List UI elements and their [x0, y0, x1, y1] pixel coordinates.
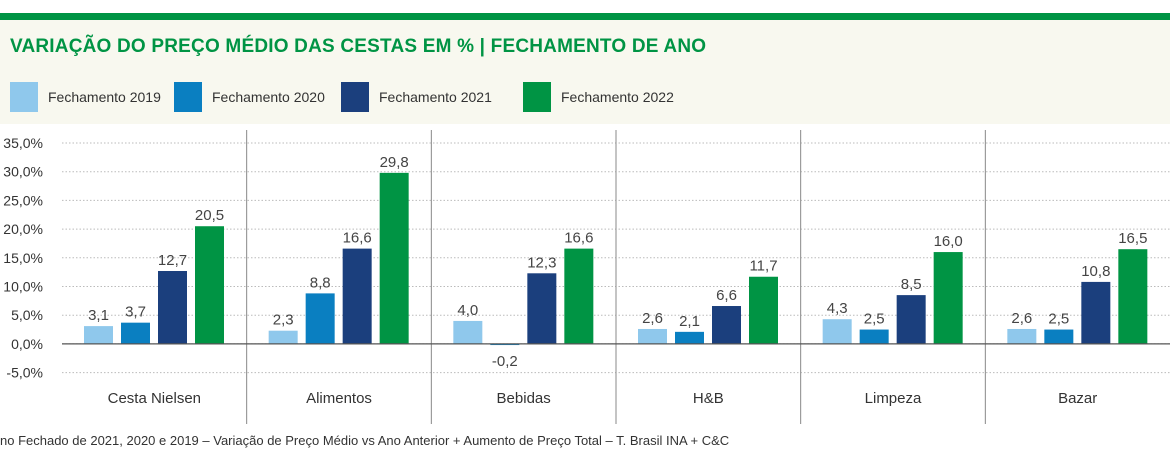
legend-label-2020: Fechamento 2020	[212, 89, 325, 105]
bar	[158, 271, 187, 344]
legend-swatch-2020	[174, 82, 202, 112]
bar	[84, 326, 113, 344]
category-label: Bebidas	[497, 390, 551, 407]
data-label: 10,8	[1081, 263, 1110, 280]
bar	[342, 248, 372, 344]
chart-title: VARIAÇÃO DO PREÇO MÉDIO DAS CESTAS EM % …	[10, 36, 707, 57]
legend-swatch-2019	[10, 82, 38, 112]
data-label: 16,6	[564, 230, 593, 247]
data-label: 2,3	[273, 312, 294, 329]
bar	[859, 329, 889, 344]
bar	[638, 328, 667, 344]
data-label: 20,5	[195, 207, 224, 224]
category-label: Limpeza	[865, 390, 922, 407]
data-label: 11,7	[749, 258, 777, 275]
bar	[564, 248, 594, 344]
data-label: 29,8	[380, 154, 409, 171]
bar	[305, 293, 335, 344]
data-label: 8,5	[901, 276, 922, 293]
bar	[896, 295, 926, 344]
y-tick-label: 25,0%	[3, 192, 43, 208]
y-tick-label: -5,0%	[6, 365, 43, 381]
data-label: 4,0	[457, 302, 478, 319]
data-label: 4,3	[827, 300, 848, 317]
bar	[675, 331, 704, 344]
bar	[453, 320, 483, 344]
title-band	[0, 20, 1170, 68]
bar	[933, 252, 963, 344]
bar	[1007, 328, 1037, 344]
data-label: 12,3	[527, 254, 556, 271]
bar	[749, 276, 778, 344]
y-tick-label: 5,0%	[11, 307, 43, 323]
source-note: no Fechado de 2021, 2020 e 2019 – Variaç…	[0, 433, 730, 448]
data-label: -0,2	[492, 353, 518, 370]
data-label: 16,0	[934, 233, 963, 250]
data-label: 2,6	[642, 310, 663, 327]
top-accent-bar	[0, 13, 1170, 20]
bar	[1044, 329, 1074, 344]
data-label: 8,8	[310, 274, 331, 291]
legend-label-2019: Fechamento 2019	[48, 89, 161, 105]
y-tick-label: 35,0%	[3, 135, 43, 151]
data-label: 2,1	[679, 313, 700, 330]
y-tick-label: 30,0%	[3, 164, 43, 180]
data-label: 12,7	[158, 252, 187, 269]
category-label: Bazar	[1058, 390, 1097, 407]
legend-label-2021: Fechamento 2021	[379, 89, 492, 105]
bar	[527, 273, 557, 344]
data-label: 6,6	[716, 287, 737, 304]
data-label: 3,1	[88, 307, 109, 324]
legend-swatch-2021	[341, 82, 369, 112]
bar	[121, 322, 150, 344]
data-label: 2,5	[1048, 311, 1069, 328]
category-label: H&B	[693, 390, 724, 407]
bar	[1118, 249, 1148, 344]
bar	[712, 306, 741, 344]
bar	[1081, 281, 1111, 344]
legend-swatch-2022	[523, 82, 551, 112]
bar	[379, 172, 409, 344]
y-tick-label: 10,0%	[3, 279, 43, 295]
y-tick-label: 20,0%	[3, 221, 43, 237]
bar	[195, 226, 224, 344]
legend-label-2022: Fechamento 2022	[561, 89, 674, 105]
data-label: 16,5	[1118, 230, 1147, 247]
y-tick-label: 0,0%	[11, 336, 43, 352]
y-tick-label: 15,0%	[3, 250, 43, 266]
category-label: Cesta Nielsen	[108, 390, 201, 407]
data-label: 2,5	[864, 311, 885, 328]
bar-chart: 35,0% 30,0% 25,0% 20,0% 15,0% 10,0% 5,0% 0,0% -5…	[3, 130, 1170, 424]
data-label: 16,6	[343, 230, 372, 247]
category-label: Alimentos	[306, 390, 372, 407]
bar	[268, 330, 298, 344]
data-label: 3,7	[125, 304, 146, 321]
bar	[822, 319, 852, 344]
data-label: 2,6	[1011, 310, 1032, 327]
